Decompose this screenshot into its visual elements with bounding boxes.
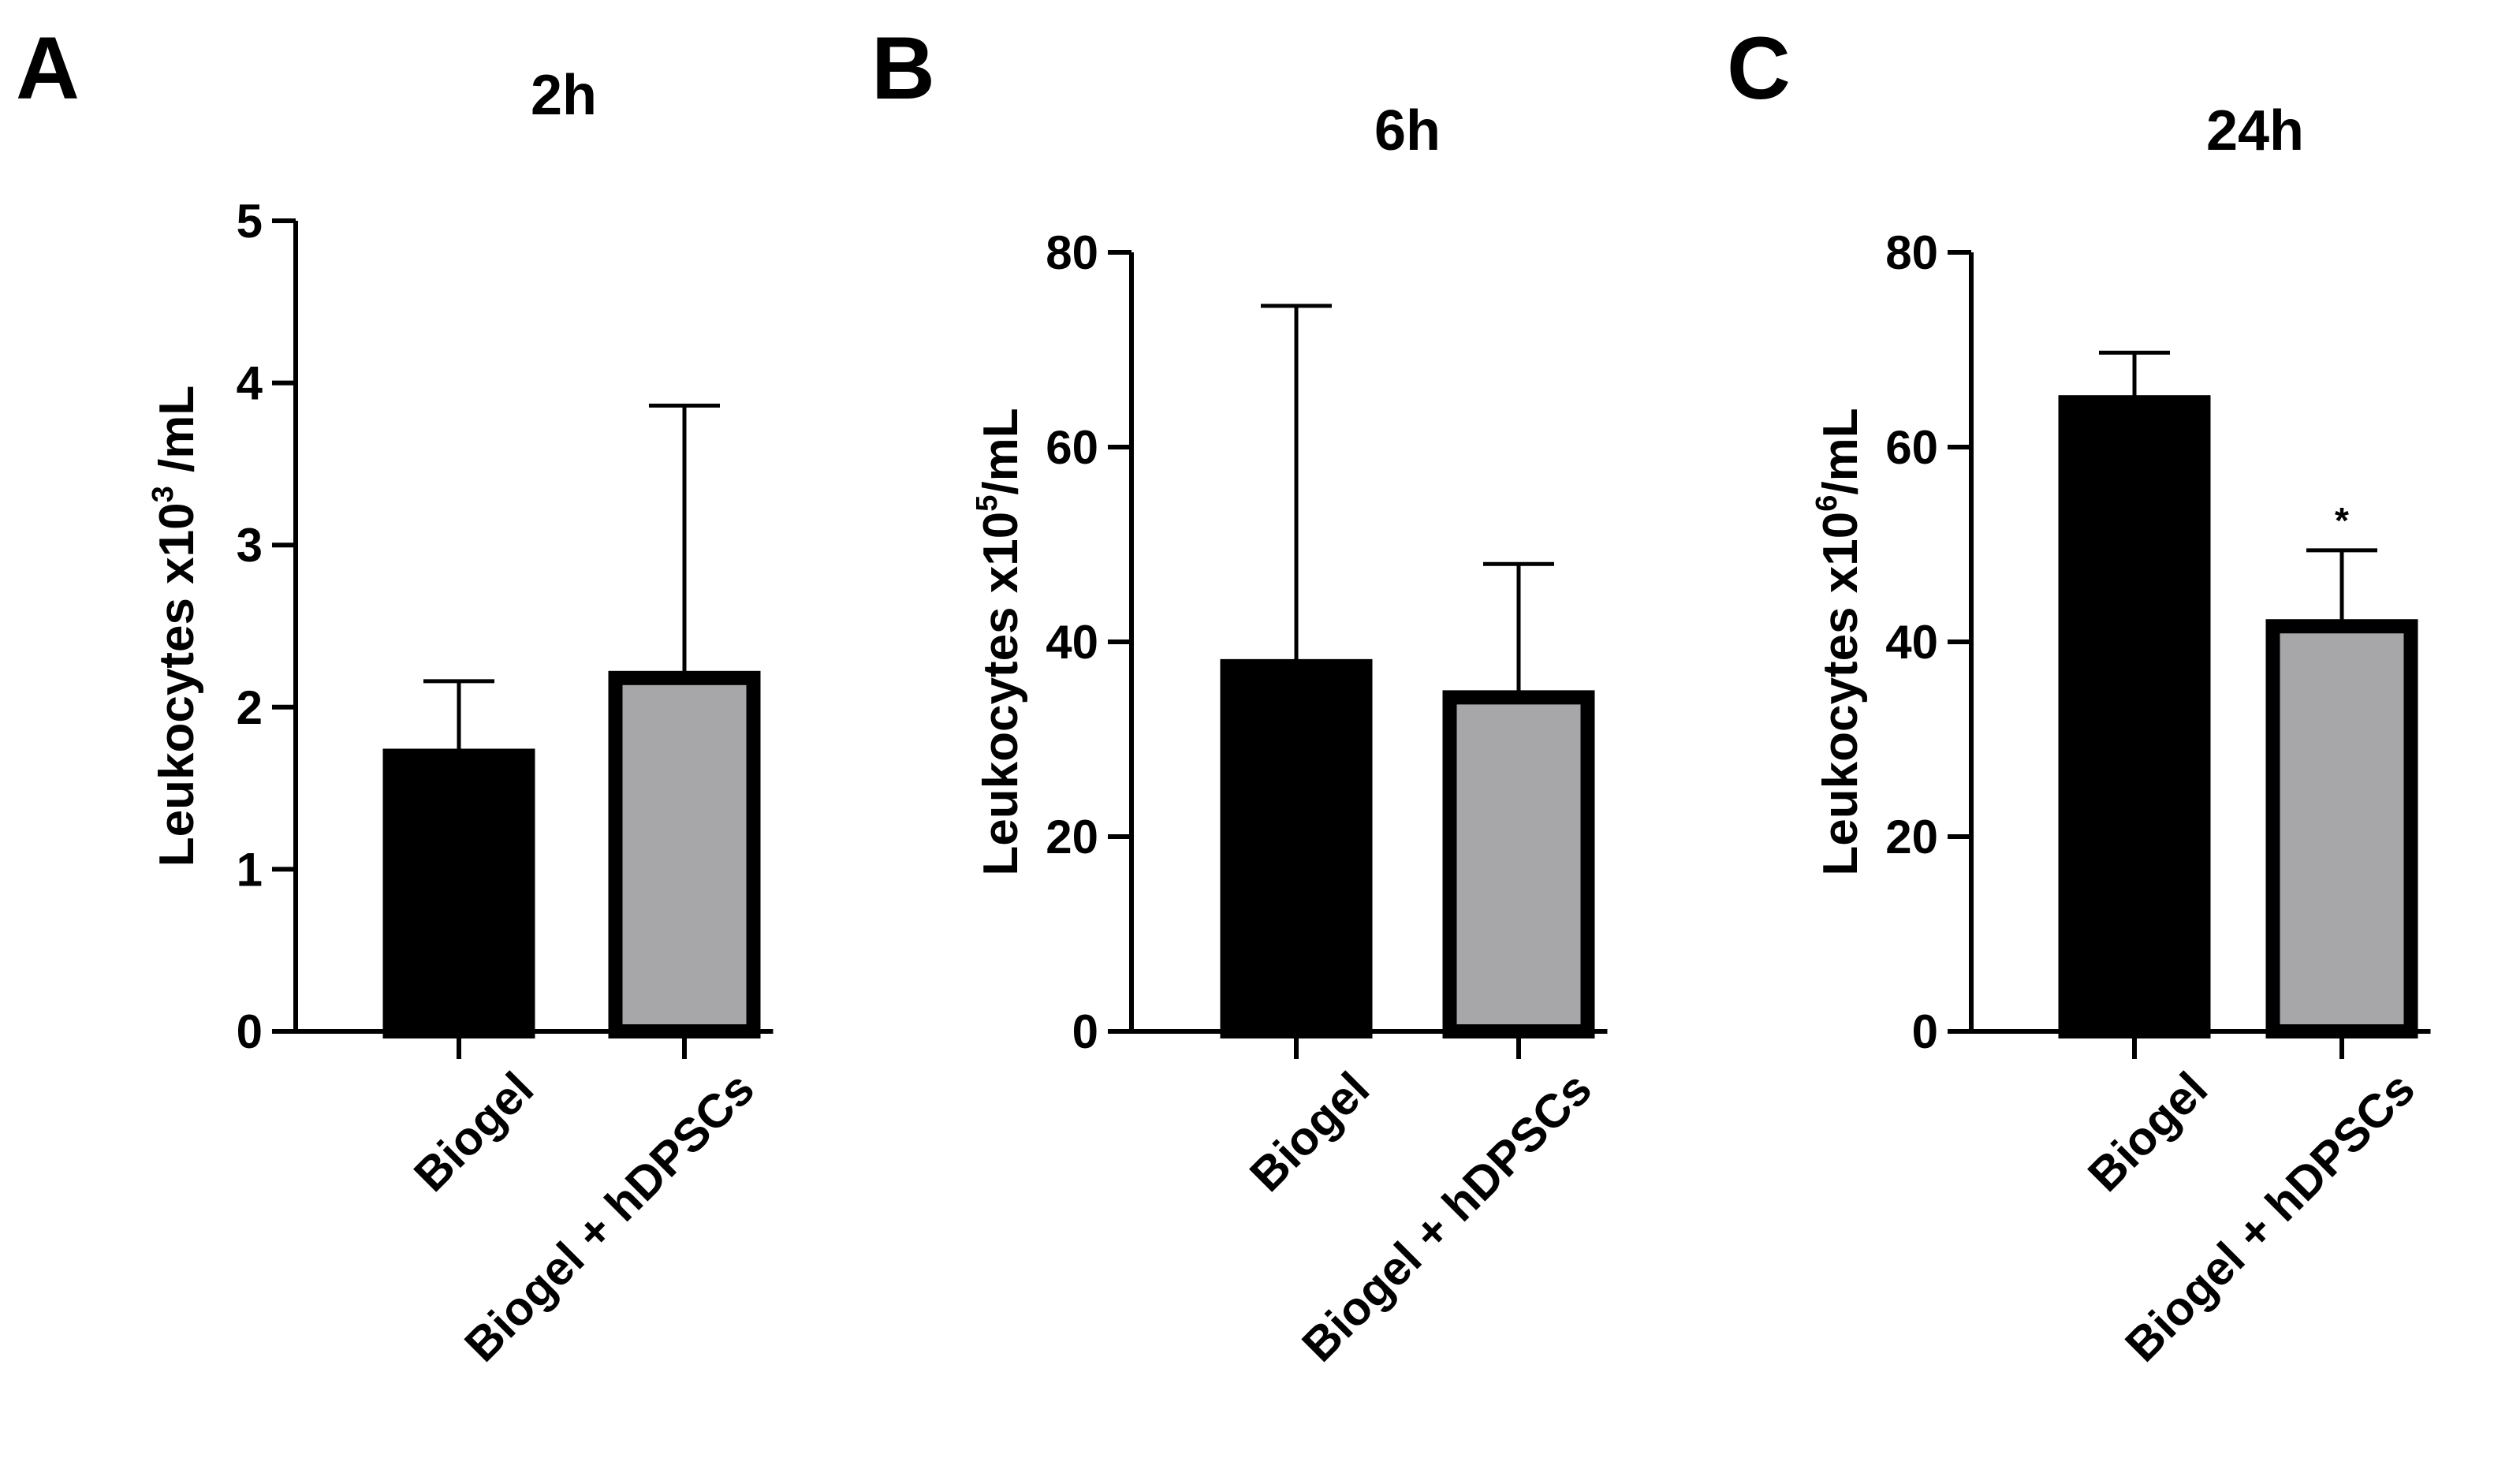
bar-c-0 (2058, 395, 2211, 1038)
panel-letter-b: B (871, 19, 935, 117)
panel-letter-a: A (16, 19, 80, 117)
y-tick-label-c-2: 40 (1885, 616, 1938, 669)
significance-marker-c-1: * (2335, 500, 2349, 541)
panel-letter-c: C (1727, 19, 1791, 117)
y-tick-label-a-4: 4 (237, 357, 263, 410)
y-tick-label-a-2: 2 (237, 681, 263, 734)
y-tick-label-b-1: 20 (1046, 811, 1098, 863)
y-axis-label-exponent: 3 (147, 486, 180, 502)
y-tick-label-c-3: 60 (1885, 421, 1938, 474)
y-tick-label-b-2: 40 (1046, 616, 1098, 669)
y-axis-label-text: Leukocytes x10 (1814, 512, 1868, 876)
y-axis-label-a: Leukocytes x103 /mL (147, 386, 204, 867)
y-axis-label-exponent: 5 (971, 495, 1004, 512)
category-label-c-0: Biogel (2078, 1062, 2217, 1202)
y-axis-label-b: Leukocytes x105/mL (971, 408, 1028, 875)
chart-title-c: 24h (2206, 99, 2304, 162)
bar-a-0 (382, 748, 535, 1038)
y-axis-label-unit: /mL (974, 408, 1028, 494)
bar-b-1 (1442, 690, 1595, 1039)
y-tick-label-c-4: 80 (1885, 226, 1938, 279)
bar-b-0 (1220, 658, 1373, 1038)
y-axis-label-c: Leukocytes x106/mL (1810, 408, 1868, 875)
y-axis-label-text: Leukocytes x10 (150, 502, 204, 867)
y-tick-label-b-0: 0 (1072, 1005, 1098, 1058)
y-axis-label-exponent: 6 (1810, 495, 1844, 512)
y-tick-label-c-1: 20 (1885, 811, 1938, 863)
y-axis-label-unit: /mL (1814, 408, 1868, 494)
category-label-b-0: Biogel (1240, 1062, 1379, 1202)
y-tick-label-c-0: 0 (1912, 1005, 1938, 1058)
bar-c-1 (2265, 619, 2418, 1038)
y-tick-label-a-3: 3 (237, 519, 263, 572)
y-axis-label-text: Leukocytes x10 (974, 512, 1028, 876)
y-tick-label-a-5: 5 (237, 195, 263, 248)
chart-title-b: 6h (1374, 99, 1441, 162)
y-tick-label-a-1: 1 (237, 843, 263, 896)
y-axis-label-unit: /mL (150, 386, 204, 486)
category-label-a-0: Biogel (404, 1062, 543, 1202)
bar-a-1 (608, 670, 761, 1038)
y-tick-label-a-0: 0 (237, 1005, 263, 1058)
y-tick-label-b-3: 60 (1046, 421, 1098, 474)
chart-title-a: 2h (531, 64, 597, 127)
y-tick-label-b-4: 80 (1046, 226, 1098, 279)
